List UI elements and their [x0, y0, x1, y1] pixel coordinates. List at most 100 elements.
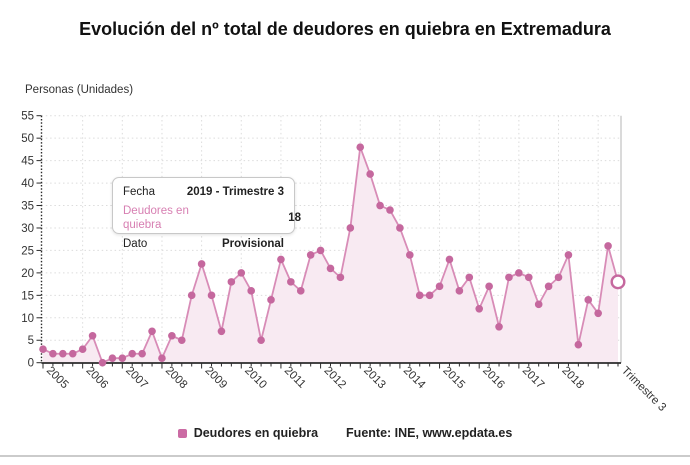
x-axis-label: 2005 [44, 365, 71, 392]
tooltip-label: Fecha [123, 186, 155, 198]
data-point[interactable] [39, 345, 47, 354]
y-axis-unit-label: Personas (Unidades) [25, 84, 134, 96]
data-point[interactable] [257, 336, 265, 345]
x-axis-label: Trimestre 3 [619, 365, 668, 414]
tooltip-row-dato: Dato Provisional [123, 237, 284, 252]
x-axis-label: 2012 [321, 365, 348, 392]
data-point[interactable] [217, 327, 226, 336]
data-point[interactable] [425, 291, 434, 300]
data-point[interactable] [534, 300, 543, 309]
y-axis-label: 0 [28, 358, 34, 370]
data-point[interactable] [177, 336, 186, 345]
y-axis-label: 40 [21, 178, 34, 190]
data-point[interactable] [396, 224, 404, 232]
highlighted-point[interactable] [610, 274, 626, 290]
data-point[interactable] [168, 331, 176, 340]
y-axis-label: 5 [28, 335, 34, 347]
data-point[interactable] [187, 291, 196, 300]
data-point[interactable] [108, 354, 117, 363]
data-point[interactable] [68, 349, 77, 358]
data-point[interactable] [584, 296, 593, 304]
data-point[interactable] [515, 269, 523, 277]
data-point[interactable] [247, 287, 255, 295]
y-axis-label: 30 [21, 223, 34, 235]
y-axis-label: 25 [21, 245, 34, 257]
data-point[interactable] [435, 282, 444, 291]
tooltip-label: Dato [123, 238, 148, 251]
x-axis-label: 2013 [361, 365, 388, 392]
x-axis-label: 2016 [480, 365, 507, 392]
data-point[interactable] [128, 349, 137, 358]
data-point[interactable] [88, 331, 97, 340]
data-point[interactable] [267, 296, 275, 304]
y-axis-label: 45 [21, 156, 34, 168]
y-axis-label: 50 [21, 133, 34, 145]
data-point[interactable] [306, 251, 315, 259]
data-point[interactable] [485, 282, 493, 291]
data-point[interactable] [49, 349, 57, 358]
tooltip-row-fecha: Fecha 2019 - Trimestre 3 [123, 185, 284, 200]
x-axis-label: 2014 [401, 365, 428, 392]
data-point[interactable] [98, 358, 107, 367]
x-axis-label: 2008 [163, 365, 190, 392]
x-axis-label: 2018 [559, 365, 586, 392]
data-point[interactable] [277, 255, 285, 264]
data-point[interactable] [475, 305, 484, 313]
data-point[interactable] [316, 246, 325, 255]
data-point[interactable] [406, 251, 414, 259]
data-point[interactable] [495, 322, 503, 331]
data-point[interactable] [158, 354, 166, 363]
data-point[interactable] [326, 264, 335, 273]
data-point[interactable] [386, 206, 394, 214]
data-point[interactable] [415, 291, 424, 300]
data-point[interactable] [366, 170, 374, 178]
data-point[interactable] [78, 345, 87, 354]
data-point[interactable] [148, 327, 156, 336]
data-point[interactable] [574, 340, 583, 349]
data-point[interactable] [197, 260, 206, 268]
series-area [43, 147, 618, 363]
data-point[interactable] [505, 273, 513, 282]
bottom-divider [0, 455, 690, 457]
data-point[interactable] [376, 201, 384, 210]
data-point[interactable] [296, 287, 305, 295]
y-axis-label: 15 [21, 290, 34, 302]
page-title: Evolución del nº total de deudores en qu… [79, 19, 611, 39]
y-axis-label: 20 [21, 268, 34, 280]
data-point[interactable] [237, 269, 246, 277]
data-point[interactable] [346, 224, 355, 232]
x-axis-label: 2009 [202, 365, 229, 392]
data-point[interactable] [524, 273, 533, 282]
x-axis-label: 2011 [282, 365, 308, 391]
tooltip-value: Provisional [222, 238, 284, 251]
x-axis-label: 2017 [520, 365, 547, 392]
data-point[interactable] [455, 287, 464, 295]
data-point[interactable] [604, 242, 612, 250]
data-point[interactable] [59, 349, 67, 358]
data-point[interactable] [207, 291, 216, 300]
data-point[interactable] [465, 273, 474, 282]
y-axis-label: 35 [21, 201, 34, 213]
legend-swatch-icon [177, 428, 187, 438]
data-point[interactable] [138, 349, 146, 358]
tooltip-label: Deudores en quiebra [123, 204, 189, 232]
data-point[interactable] [564, 251, 573, 259]
data-point[interactable] [227, 278, 236, 286]
data-point[interactable] [287, 278, 295, 286]
data-point[interactable] [336, 273, 345, 282]
data-point[interactable] [118, 354, 127, 363]
data-point[interactable] [356, 143, 365, 151]
x-axis-label: 2006 [84, 365, 111, 392]
tooltip-value: 2019 - Trimestre 3 [186, 186, 284, 198]
chart-footer: Deudores en quiebra Fuente: INE, www.epd… [0, 426, 690, 440]
chart-tooltip: Fecha 2019 - Trimestre 3 Deudores en qui… [112, 177, 301, 250]
legend-label: Deudores en quiebra [193, 426, 319, 440]
data-point[interactable] [594, 309, 602, 318]
legend-item[interactable]: Deudores en quiebra [177, 426, 319, 440]
data-point[interactable] [445, 255, 454, 264]
data-point[interactable] [544, 282, 553, 291]
data-point[interactable] [554, 273, 563, 282]
tooltip-value: 18 [288, 212, 301, 225]
y-axis-label: 55 [21, 111, 34, 123]
